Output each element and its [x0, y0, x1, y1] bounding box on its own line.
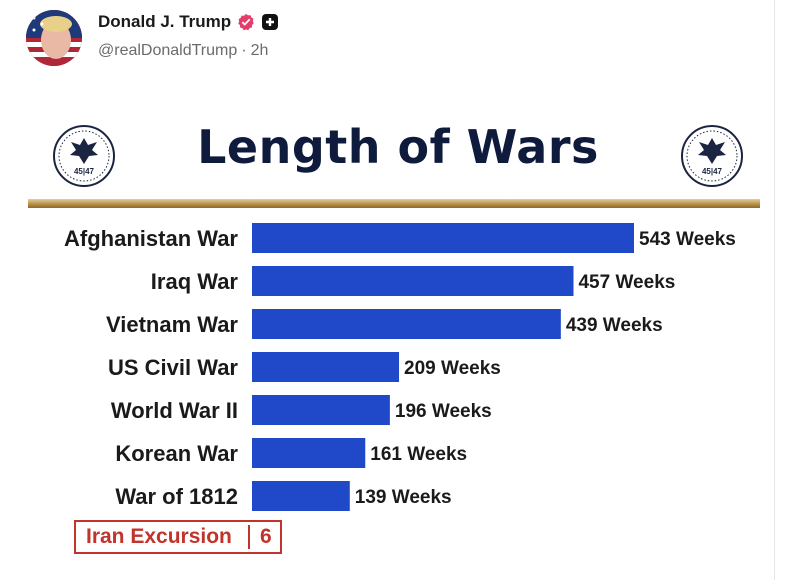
category-label: World War II: [111, 398, 238, 423]
value-label: 209 Weeks: [404, 358, 501, 379]
bar: [252, 438, 366, 468]
avatar-image: [26, 10, 82, 66]
excursion-label: Iran Excursion: [86, 525, 232, 548]
category-label: Korean War: [115, 441, 238, 466]
category-label: US Civil War: [108, 355, 238, 380]
bar-chart: Afghanistan War 543 Weeks Iraq War 457 Week…: [64, 223, 736, 511]
value-label: 161 Weeks: [370, 444, 467, 465]
category-label: Iraq War: [151, 269, 239, 294]
verified-badge-icon: [238, 13, 254, 31]
bar: [252, 223, 634, 253]
chart-title: Length of Wars: [197, 120, 599, 174]
presidential-seal-icon: 45|47: [53, 125, 115, 187]
value-label: 139 Weeks: [355, 487, 452, 508]
gold-divider: [28, 199, 760, 208]
value-label: 457 Weeks: [578, 272, 675, 293]
seal-label: 45|47: [74, 167, 95, 176]
avatar[interactable]: [26, 10, 82, 66]
meta-separator: ·: [241, 42, 247, 59]
bar: [252, 309, 561, 339]
category-label: Vietnam War: [106, 312, 238, 337]
post-meta: @realDonaldTrump · 2h: [98, 42, 268, 60]
value-label: 196 Weeks: [395, 401, 492, 422]
name-row: Donald J. Trump: [98, 12, 279, 32]
category-label: Afghanistan War: [64, 226, 238, 251]
post-time[interactable]: 2h: [250, 42, 269, 59]
seal-label: 45|47: [702, 167, 723, 176]
category-label: War of 1812: [115, 484, 238, 509]
bar: [252, 266, 574, 296]
bar: [252, 481, 350, 511]
plus-square-icon[interactable]: [261, 13, 279, 31]
bar: [252, 352, 400, 382]
post-header: Donald J. Trump @realDonaldTrump · 2h: [26, 10, 766, 70]
value-label: 439 Weeks: [566, 315, 663, 336]
excursion-divider: [248, 525, 250, 549]
iran-excursion-callout: Iran Excursion 6: [74, 520, 282, 554]
excursion-value: 6: [260, 525, 272, 548]
bar: [252, 395, 390, 425]
display-name[interactable]: Donald J. Trump: [98, 12, 232, 31]
post-card: Donald J. Trump @realDonaldTrump · 2h 45…: [8, 0, 775, 580]
handle[interactable]: @realDonaldTrump: [98, 42, 238, 59]
chart-graphic[interactable]: 45|47 45|47 Length of Wars Afghanistan W…: [28, 110, 768, 570]
value-label: 543 Weeks: [639, 229, 736, 250]
presidential-seal-icon: 45|47: [681, 125, 743, 187]
